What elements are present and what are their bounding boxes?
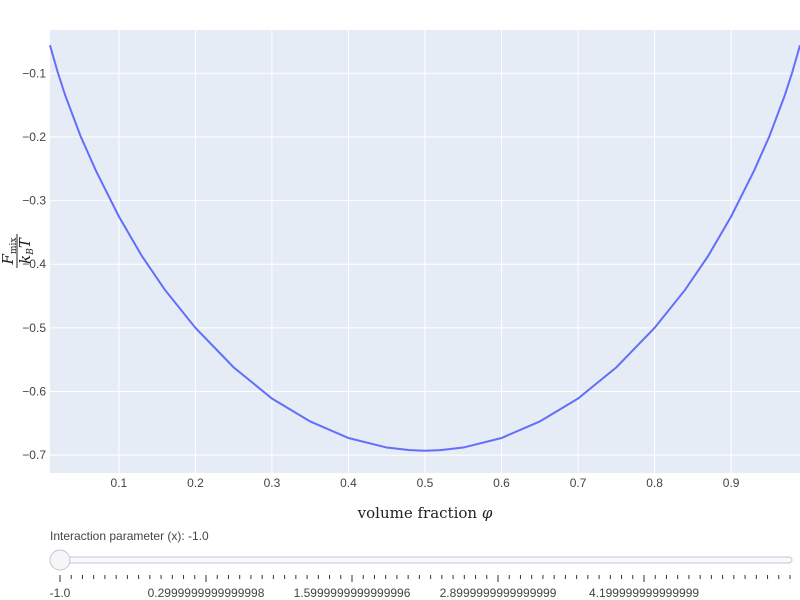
x-tick-label: 0.2: [187, 476, 204, 490]
y-title-num-symbol: F: [0, 253, 17, 265]
y-tick-labels: −0.1 −0.2 −0.3 −0.4 −0.5 −0.6 −0.7: [22, 66, 46, 462]
slider-tick-label: 1.5999999999999996: [294, 586, 411, 600]
x-tick-label: 0.5: [417, 476, 434, 490]
y-tick-label: −0.4: [22, 257, 46, 271]
slider-ticks: [59, 575, 791, 582]
y-axis-title-denominator: kBT: [16, 237, 36, 264]
x-tick-label: 0.9: [723, 476, 740, 490]
y-tick-label: −0.3: [22, 194, 46, 208]
x-tick-label: 0.4: [340, 476, 357, 490]
y-title-den-symbol: k: [16, 255, 34, 264]
slider-tick-labels: -1.0 0.2999999999999998 1.5999999999999996…: [50, 586, 700, 600]
slider-track[interactable]: [51, 556, 793, 564]
y-tick-label: −0.5: [22, 321, 46, 335]
slider-tick-label: -1.0: [50, 586, 71, 600]
y-axis-title-numerator: Fmix: [0, 238, 19, 266]
x-tick-label: 0.7: [570, 476, 587, 490]
slider-tick-label: 4.199999999999999: [589, 586, 699, 600]
y-title-den-tail: T: [16, 237, 34, 248]
x-tick-label: 0.1: [111, 476, 128, 490]
slider-label: Interaction parameter (x): -1.0: [50, 529, 209, 543]
slider-tick-label: 0.2999999999999998: [148, 586, 265, 600]
slider-handle[interactable]: [49, 549, 71, 571]
y-tick-label: −0.2: [22, 130, 46, 144]
x-tick-label: 0.8: [646, 476, 663, 490]
y-tick-label: −0.1: [22, 66, 46, 80]
y-title-den-sub: B: [26, 248, 36, 256]
slider-tick-label: 2.8999999999999999: [440, 586, 557, 600]
y-title-num-sub: mix: [9, 238, 19, 255]
y-grid-lines: [50, 72, 800, 456]
y-axis-title: Fmix kBT: [0, 234, 36, 268]
x-axis-title-text: volume fraction: [357, 504, 478, 522]
x-axis-title: volume fraction φ: [357, 504, 493, 522]
x-tick-label: 0.6: [493, 476, 510, 490]
series-line-free-energy: [49, 45, 800, 452]
x-tick-labels: 0.1 0.2 0.3 0.4 0.5 0.6 0.7 0.8 0.9: [111, 476, 740, 490]
x-tick-label: 0.3: [264, 476, 281, 490]
y-tick-label: −0.7: [22, 448, 46, 462]
y-tick-label: −0.6: [22, 385, 46, 399]
x-axis-title-symbol: φ: [482, 504, 493, 522]
